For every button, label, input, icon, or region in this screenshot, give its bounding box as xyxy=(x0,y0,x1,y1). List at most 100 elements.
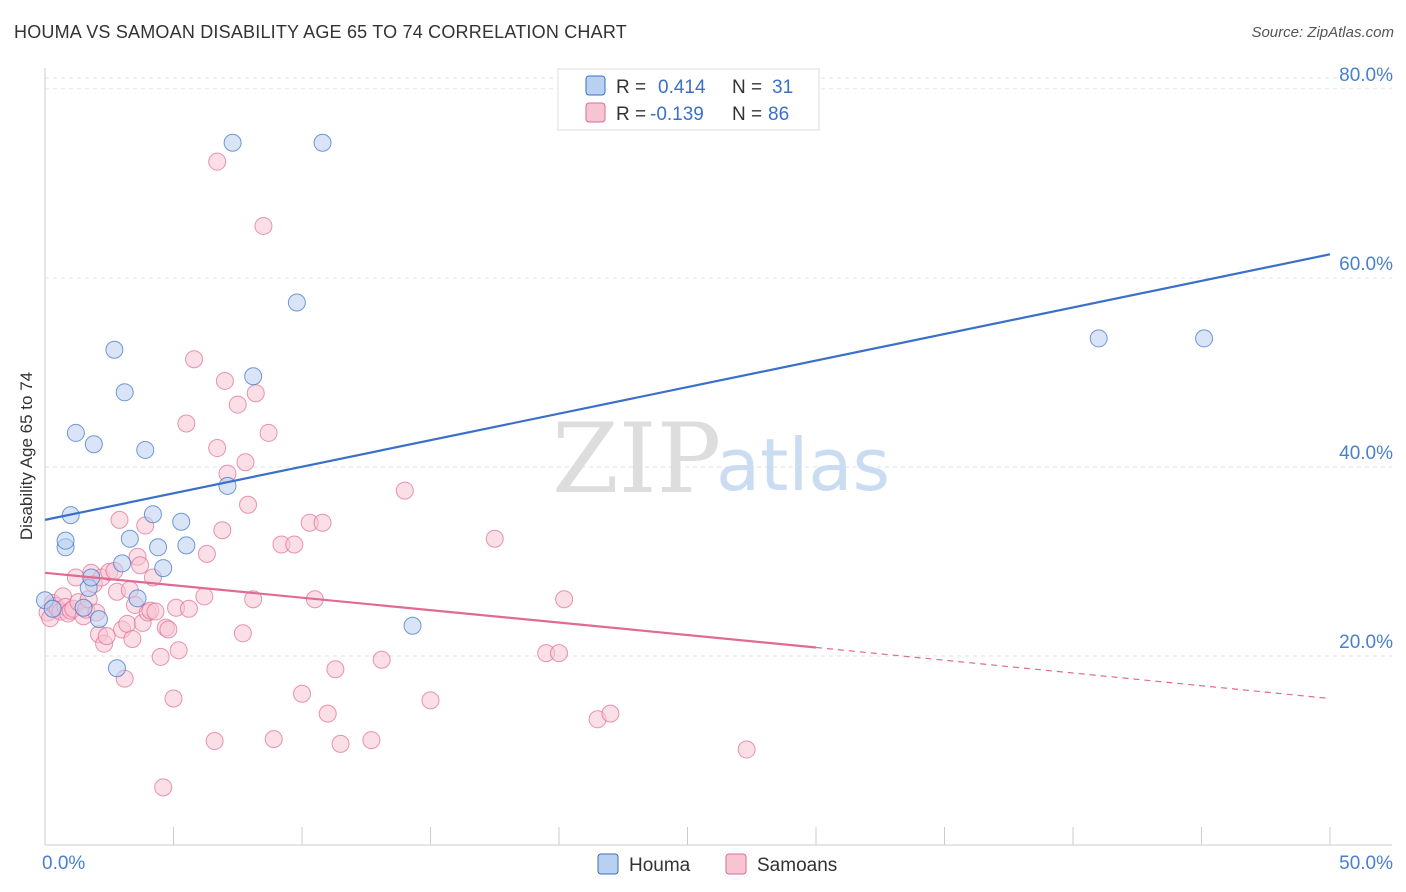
legend-n-value-samoans: 86 xyxy=(768,104,789,125)
x-tick-label-max: 50.0% xyxy=(1339,853,1393,874)
legend-r-label-samoans: R = xyxy=(616,104,646,125)
houma-point xyxy=(313,133,332,152)
samoans-point xyxy=(395,481,414,500)
houma-point xyxy=(1195,329,1214,348)
houma-point xyxy=(244,367,263,386)
x-tick-label-min: 0.0% xyxy=(42,853,85,874)
samoans-point xyxy=(164,689,183,708)
samoans-point xyxy=(195,587,214,606)
samoans-point xyxy=(259,423,278,442)
houma-point xyxy=(74,598,93,617)
houma-point xyxy=(177,536,196,555)
tick-labels: 20.0% 40.0% 60.0% 80.0% 0.0% 50.0% xyxy=(42,65,1393,874)
houma-point xyxy=(154,559,173,578)
houma-point xyxy=(287,293,306,312)
legend-r-label-houma: R = xyxy=(616,77,646,98)
source-credit: Source: ZipAtlas.com xyxy=(1251,24,1394,41)
chart-title: HOUMA VS SAMOAN DISABILITY AGE 65 TO 74 … xyxy=(14,22,627,42)
houma-trend-line xyxy=(44,253,1331,521)
watermark-zip: ZIP xyxy=(552,403,721,515)
samoans-point xyxy=(326,660,345,679)
y-tick-label: 40.0% xyxy=(1339,443,1393,464)
legend-top: R = 0.414 N = 31 R = -0.139 N = 86 xyxy=(557,68,820,131)
houma-point xyxy=(1089,329,1108,348)
samoans-point xyxy=(146,602,165,621)
samoans-point xyxy=(601,704,620,723)
samoans-point xyxy=(331,734,350,753)
samoans-point xyxy=(372,650,391,669)
legend-n-value-houma: 31 xyxy=(772,77,793,98)
houma-point xyxy=(136,440,155,459)
legend-swatch-samoans xyxy=(585,102,606,123)
samoans-point xyxy=(293,684,311,703)
samoans-point xyxy=(131,556,150,575)
legend-bottom-samoans: Samoans xyxy=(757,855,837,876)
axes xyxy=(44,68,1392,846)
samoans-point xyxy=(233,624,252,643)
houma-point xyxy=(403,616,422,635)
houma-point xyxy=(172,512,191,531)
samoans-point xyxy=(185,350,204,369)
samoans-point xyxy=(239,495,258,514)
y-tick-label: 60.0% xyxy=(1339,254,1393,275)
samoans-point xyxy=(264,730,283,749)
legend-r-value-houma: 0.414 xyxy=(658,77,706,98)
samoans-point xyxy=(421,691,440,710)
houma-point xyxy=(66,423,85,442)
samoans-point xyxy=(228,395,247,414)
samoans-point xyxy=(197,544,216,563)
samoans-point xyxy=(254,216,273,235)
samoans-point xyxy=(213,521,232,540)
houma-point xyxy=(89,610,108,629)
samoans-point xyxy=(97,627,116,646)
samoans-point xyxy=(550,644,568,663)
samoans-point xyxy=(362,731,381,750)
samoans-point xyxy=(485,529,504,548)
houma-point xyxy=(105,340,124,359)
samoans-point xyxy=(208,439,227,458)
houma-point xyxy=(120,529,139,548)
legend-bottom-swatch-houma xyxy=(597,853,619,875)
samoans-point xyxy=(737,740,756,759)
samoans-point xyxy=(285,535,304,554)
legend-n-label-samoans: N = xyxy=(732,104,762,125)
legend-r-value-samoans: -0.139 xyxy=(650,104,704,125)
legend-n-label-houma: N = xyxy=(732,77,762,98)
samoans-point xyxy=(151,647,170,666)
samoans-point xyxy=(208,152,227,171)
samoans-point xyxy=(555,590,574,609)
y-axis-label: Disability Age 65 to 74 xyxy=(17,372,36,540)
y-tick-label: 20.0% xyxy=(1339,632,1393,653)
legend-bottom: Houma Samoans xyxy=(597,853,837,876)
samoans-point xyxy=(154,778,173,797)
houma-point xyxy=(113,554,132,573)
samoans-point xyxy=(313,513,332,532)
samoans-point xyxy=(246,384,265,403)
samoans-point xyxy=(159,620,178,639)
houma-point xyxy=(149,538,168,557)
houma-point xyxy=(143,505,162,524)
legend-bottom-houma: Houma xyxy=(629,855,691,876)
samoans-point xyxy=(205,732,224,751)
houma-point xyxy=(115,383,134,402)
houma-points xyxy=(36,133,1214,678)
samoans-point xyxy=(236,453,255,472)
houma-point xyxy=(107,659,126,678)
samoans-point xyxy=(318,704,337,723)
y-tick-label: 80.0% xyxy=(1339,65,1393,86)
samoans-point xyxy=(215,371,234,390)
samoans-trend-extension xyxy=(815,646,1331,700)
legend-bottom-swatch-samoans xyxy=(725,853,747,875)
samoans-trend-line xyxy=(44,571,817,649)
samoans-point xyxy=(110,510,129,529)
samoans-point xyxy=(244,590,263,609)
houma-point xyxy=(43,599,62,618)
watermark-atlas: atlas xyxy=(716,423,890,507)
houma-point xyxy=(84,435,103,454)
trend-lines xyxy=(44,253,1331,700)
houma-point xyxy=(223,133,242,152)
samoans-point xyxy=(179,599,198,618)
watermark: ZIP atlas xyxy=(552,403,890,515)
grid-lines xyxy=(45,77,1392,657)
